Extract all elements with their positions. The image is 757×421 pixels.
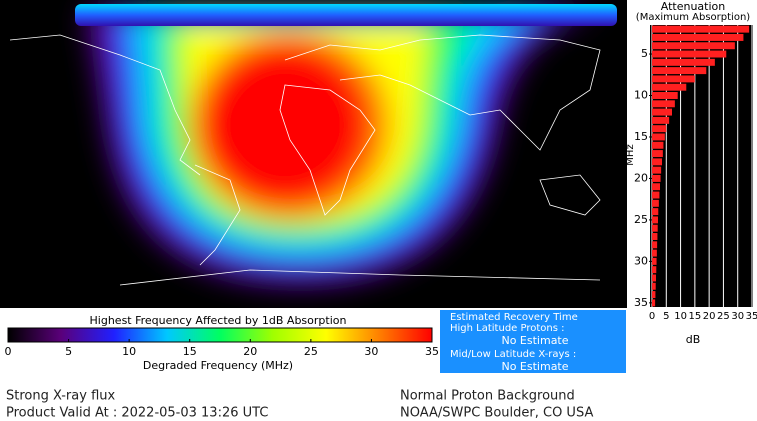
bar: [652, 274, 656, 282]
bar: [652, 249, 657, 257]
source: NOAA/SWPC Boulder, CO USA: [400, 406, 593, 421]
colorbar: Highest Frequency Affected by 1dB Absorp…: [5, 314, 440, 372]
bar: [652, 291, 656, 299]
x-tick-label: 30: [731, 311, 744, 322]
bar: [652, 216, 658, 224]
bar: [652, 75, 695, 83]
x-tick-label: 20: [703, 311, 716, 322]
x-tick-label: 25: [304, 345, 318, 358]
attenuation-chart: Attenuation (Maximum Absorption) MHz dB …: [625, 0, 757, 346]
recovery-label: High Latitude Protons :: [450, 323, 565, 334]
bar: [652, 191, 660, 199]
x-tick-label: 25: [717, 311, 730, 322]
x-tick-label: 10: [122, 345, 136, 358]
bar: [652, 208, 659, 216]
x-tick-label: 0: [649, 311, 655, 322]
bar: [652, 299, 656, 307]
recovery-label: Mid/Low Latitude X-rays :: [450, 349, 576, 360]
bar: [652, 42, 735, 50]
bar: [652, 241, 658, 249]
bar: [652, 282, 656, 290]
bar: [652, 58, 715, 66]
recovery-box: Estimated Recovery Time High Latitude Pr…: [440, 310, 626, 373]
colorbar-gradient: [7, 327, 433, 343]
bar: [652, 33, 744, 41]
colorbar-label: Degraded Frequency (MHz): [143, 359, 293, 372]
recovery-value: No Estimate: [501, 334, 568, 347]
status-text: Strong X-ray flux: [6, 389, 115, 404]
bar: [652, 266, 657, 274]
valid-time: Product Valid At : 2022-05-03 13:26 UTC: [6, 406, 268, 421]
y-tick-label: 25: [634, 213, 648, 226]
x-tick-label: 15: [688, 311, 701, 322]
x-tick-label: 30: [364, 345, 378, 358]
bar: [652, 224, 658, 232]
y-tick-label: 20: [634, 171, 648, 184]
bar: [652, 108, 672, 116]
bar: [652, 150, 663, 158]
bar: [652, 92, 678, 99]
bar: [652, 50, 727, 58]
bar: [652, 25, 750, 33]
recovery-value: No Estimate: [501, 360, 568, 373]
recovery-background: [440, 310, 626, 373]
x-tick-label: 10: [674, 311, 687, 322]
bar: [652, 116, 670, 124]
y-tick-label: 10: [634, 89, 648, 102]
y-tick-label: 30: [634, 254, 648, 267]
x-tick-label: 15: [183, 345, 197, 358]
bar: [652, 158, 662, 166]
bar: [652, 67, 707, 75]
x-tick-label: 35: [425, 345, 439, 358]
bar: [652, 83, 687, 91]
colorbar-title: Highest Frequency Affected by 1dB Absorp…: [90, 314, 347, 327]
chart-title: Attenuation: [661, 0, 726, 13]
bar: [652, 174, 661, 182]
absorption-map: [9, 4, 617, 286]
y-tick-label: 35: [634, 296, 648, 309]
x-axis-label: dB: [686, 333, 701, 346]
bar: [652, 100, 675, 108]
x-tick-label: 0: [5, 345, 12, 358]
bar: [652, 125, 667, 133]
y-tick-label: 5: [641, 47, 648, 60]
x-tick-label: 20: [243, 345, 257, 358]
bar: [652, 233, 658, 240]
proton-status: Normal Proton Background: [400, 389, 575, 404]
bar: [652, 199, 659, 207]
bar: [652, 257, 657, 265]
x-tick-label: 35: [746, 311, 757, 322]
bar: [652, 133, 665, 141]
bar: [652, 166, 662, 174]
x-tick-label: 5: [65, 345, 72, 358]
y-tick-label: 15: [634, 130, 648, 143]
bar: [652, 141, 664, 149]
x-tick-label: 5: [663, 311, 669, 322]
bar: [652, 183, 660, 191]
y-axis-label: MHz: [625, 144, 636, 165]
recovery-title: Estimated Recovery Time: [450, 312, 578, 323]
chart-subtitle: (Maximum Absorption): [636, 12, 750, 23]
